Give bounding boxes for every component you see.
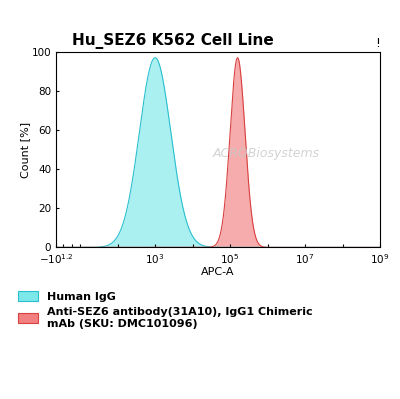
Text: Hu_SEZ6 K562 Cell Line: Hu_SEZ6 K562 Cell Line — [72, 33, 274, 49]
Text: !: ! — [375, 37, 380, 50]
Legend: Human IgG, Anti-SEZ6 antibody(31A10), IgG1 Chimeric
mAb (SKU: DMC101096): Human IgG, Anti-SEZ6 antibody(31A10), Ig… — [14, 286, 317, 333]
X-axis label: APC-A: APC-A — [201, 267, 235, 277]
Y-axis label: Count [%]: Count [%] — [20, 122, 30, 178]
Text: ACROBiosystems: ACROBiosystems — [213, 147, 320, 160]
